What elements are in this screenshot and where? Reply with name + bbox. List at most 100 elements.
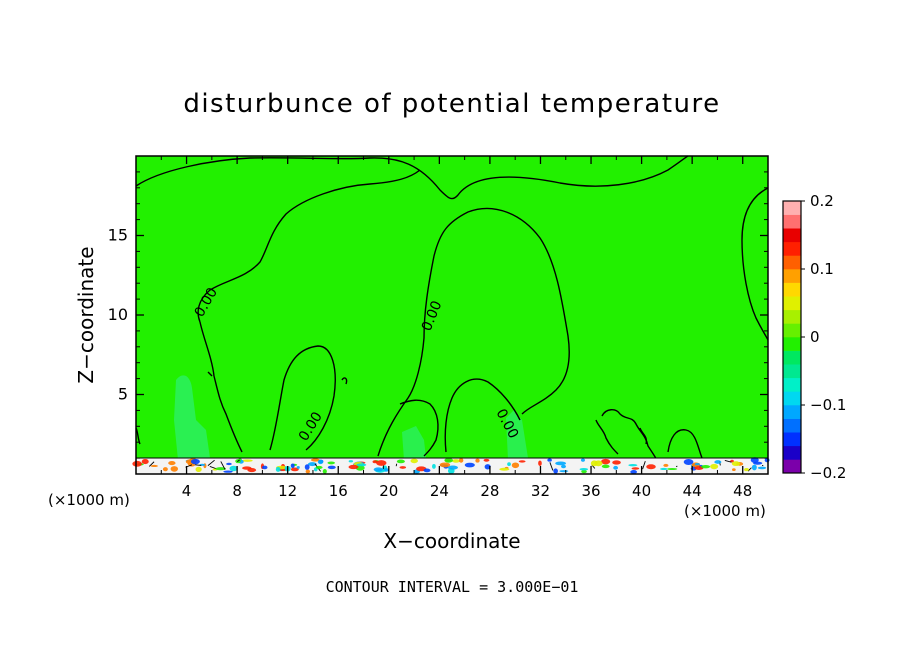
field-background bbox=[136, 156, 768, 474]
surface-contour-fragment bbox=[207, 459, 215, 466]
contour-line bbox=[667, 429, 703, 459]
surface-anomaly-patch bbox=[458, 458, 464, 463]
surface-anomaly-patch bbox=[439, 462, 451, 468]
surface-anomaly-patch bbox=[229, 465, 238, 472]
surface-anomaly-patch bbox=[327, 465, 336, 470]
contour-line bbox=[601, 409, 659, 463]
contour-lines bbox=[135, 155, 769, 463]
contour-line bbox=[639, 427, 648, 445]
surface-anomaly-patch bbox=[561, 464, 566, 469]
contour-line bbox=[341, 377, 348, 385]
colorbar-swatch bbox=[783, 418, 801, 433]
surface-anomaly-patch bbox=[132, 460, 142, 467]
surface-anomaly-patch bbox=[372, 460, 378, 464]
surface-anomaly-patch bbox=[538, 460, 542, 466]
surface-anomaly-patch bbox=[553, 468, 558, 474]
surface-contour-fragment bbox=[395, 463, 398, 467]
surface-anomaly-patch bbox=[628, 463, 638, 467]
surface-anomaly-patch bbox=[305, 469, 311, 474]
contour-line bbox=[135, 155, 689, 200]
x-unit-right: (×1000 m) bbox=[684, 502, 766, 520]
x-tick-label: 32 bbox=[531, 482, 550, 500]
y-tick-label: 15 bbox=[108, 226, 128, 245]
x-tick-label: 24 bbox=[430, 482, 449, 500]
colorbar-swatch bbox=[783, 309, 801, 324]
x-tick-label: 12 bbox=[278, 482, 297, 500]
contour-line bbox=[207, 371, 213, 377]
surface-anomaly-patch bbox=[223, 470, 233, 473]
surface-anomaly-patch bbox=[226, 462, 232, 466]
surface-anomaly-patch bbox=[612, 460, 621, 465]
surface-anomaly-patch bbox=[373, 467, 384, 472]
cool-anomaly-region bbox=[402, 426, 426, 460]
colorbar-label: −0.1 bbox=[810, 396, 846, 414]
surface-anomaly-patch bbox=[499, 467, 510, 471]
colorbar-swatch bbox=[783, 350, 801, 365]
surface-anomaly-patch bbox=[631, 467, 640, 470]
surface-anomaly-patch bbox=[507, 462, 511, 467]
surface-anomaly-patch bbox=[750, 457, 759, 464]
surface-anomaly-patch bbox=[322, 469, 327, 474]
surface-anomaly-patch bbox=[646, 464, 656, 470]
colorbar-swatch bbox=[783, 214, 801, 229]
surface-anomaly-patch bbox=[310, 458, 320, 462]
surface-anomaly-patch bbox=[601, 458, 611, 465]
surface-anomaly-patch bbox=[694, 466, 704, 470]
cool-anomaly-region bbox=[174, 375, 210, 460]
surface-anomaly-patch bbox=[432, 463, 436, 469]
surface-anomaly-patch bbox=[475, 458, 480, 463]
contour-line bbox=[444, 378, 521, 453]
surface-anomaly-patch bbox=[484, 464, 491, 470]
surface-anomaly-patch bbox=[710, 463, 719, 470]
surface-contour-fragment bbox=[747, 467, 752, 472]
surface-anomaly-patch bbox=[701, 464, 711, 469]
surface-anomaly-patch bbox=[757, 466, 767, 470]
contour-line bbox=[399, 399, 439, 457]
colorbar-label: 0 bbox=[810, 328, 820, 346]
surface-anomaly-patch bbox=[518, 460, 526, 463]
surface-contour-fragment bbox=[642, 461, 646, 470]
surface-layer bbox=[132, 457, 770, 474]
surface-anomaly-patch bbox=[613, 465, 619, 470]
colorbar-swatch bbox=[783, 391, 801, 406]
surface-anomaly-patch bbox=[732, 468, 736, 472]
surface-anomaly-patch bbox=[141, 459, 149, 465]
surface-anomaly-patch bbox=[348, 464, 359, 470]
colorbar-label: −0.2 bbox=[810, 464, 846, 482]
surface-anomaly-patch bbox=[410, 458, 418, 464]
colorbar-swatch bbox=[783, 377, 801, 392]
chart-title: disturbunce of potential temperature bbox=[183, 89, 720, 119]
surface-anomaly-patch bbox=[483, 458, 490, 462]
surface-anomaly-patch bbox=[731, 461, 741, 467]
surface-anomaly-patch bbox=[511, 462, 520, 469]
surface-anomaly-patch bbox=[423, 468, 431, 473]
surface-anomaly-patch bbox=[327, 461, 335, 465]
surface-anomaly-patch bbox=[170, 466, 179, 472]
contour-line bbox=[741, 187, 769, 341]
contour-line bbox=[269, 345, 336, 451]
surface-anomaly-patch bbox=[315, 465, 323, 469]
surface-anomaly-patch bbox=[694, 463, 700, 466]
surface-anomaly-patch bbox=[376, 460, 387, 466]
surface-anomaly-patch bbox=[304, 464, 310, 470]
surface-anomaly-patch bbox=[559, 470, 569, 473]
surface-anomaly-patch bbox=[348, 460, 354, 463]
contour-line bbox=[377, 207, 570, 457]
colorbar-swatch bbox=[783, 364, 801, 379]
surface-contour-fragment bbox=[195, 464, 202, 466]
surface-anomaly-patch bbox=[290, 467, 299, 472]
colorbar-label: 0.1 bbox=[810, 260, 834, 278]
colorbar: 0.2 0.1 0 −0.1 −0.2 bbox=[782, 192, 846, 482]
x-tick-label: 40 bbox=[632, 482, 651, 500]
surface-anomaly-patch bbox=[444, 457, 454, 463]
surface-anomaly-patch bbox=[215, 467, 227, 471]
surface-contour-fragment bbox=[549, 462, 554, 471]
surface-anomaly-patch bbox=[464, 462, 475, 468]
x-tick-label: 44 bbox=[683, 482, 702, 500]
surface-contour-fragment bbox=[236, 459, 240, 462]
surface-anomaly-patch bbox=[580, 458, 585, 462]
colorbar-swatch bbox=[783, 432, 801, 447]
surface-anomaly-patch bbox=[162, 467, 168, 472]
x-axis-label: X−coordinate bbox=[383, 529, 520, 553]
surface-anomaly-patch bbox=[667, 467, 678, 471]
